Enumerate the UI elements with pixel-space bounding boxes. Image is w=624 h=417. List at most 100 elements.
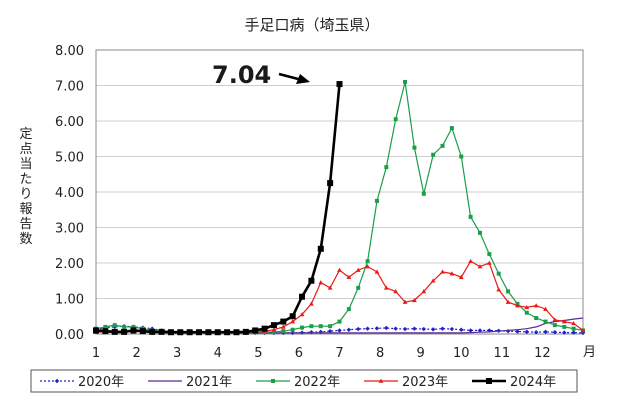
data-point [281, 329, 286, 334]
legend-item: 2023年 [364, 375, 448, 390]
legend-label: 2022年 [294, 375, 340, 390]
data-point [374, 326, 380, 331]
data-point [477, 230, 482, 235]
data-point [515, 303, 520, 308]
legend-label: 2023年 [402, 375, 448, 390]
data-point [533, 330, 539, 335]
chart-title: 手足口病（埼玉県） [244, 16, 379, 34]
data-point [233, 329, 240, 336]
y-axis-label-char: 報 [19, 202, 32, 217]
series-lines [93, 79, 586, 336]
data-point [412, 297, 417, 303]
data-point [571, 320, 577, 326]
x-tick-label: 2 [132, 346, 140, 361]
data-point [103, 324, 108, 329]
data-point [468, 328, 473, 333]
data-point [365, 259, 370, 264]
data-point [365, 264, 370, 269]
series-line [95, 81, 584, 334]
y-tick-label: 6.00 [55, 115, 84, 130]
y-tick-label: 0.00 [55, 328, 84, 343]
peak-annotation: 7.04 [212, 61, 310, 89]
data-point [486, 378, 492, 384]
data-point [506, 289, 511, 294]
data-point [430, 278, 436, 283]
x-tick-label: 1 [92, 346, 100, 361]
x-tick-label: 3 [173, 346, 181, 361]
data-point [346, 274, 352, 279]
data-point [449, 326, 455, 332]
data-point [543, 306, 548, 311]
data-point [383, 285, 389, 290]
x-tick-labels: 1 2 3 4 5 6 7 8 9 10 11 12 [92, 346, 551, 361]
data-point [327, 328, 333, 334]
data-point [571, 326, 576, 331]
data-point [459, 327, 464, 332]
data-point [300, 325, 305, 330]
data-point [440, 326, 445, 331]
data-point [328, 324, 333, 329]
legend-label: 2020年 [78, 375, 124, 390]
data-point [505, 299, 511, 304]
data-point [355, 267, 361, 272]
x-axis-unit: 月 [583, 345, 596, 360]
data-point [431, 152, 436, 157]
data-point [131, 324, 136, 329]
legend-item: 2024年 [472, 375, 556, 390]
data-point [468, 258, 474, 264]
data-point [561, 319, 567, 324]
data-point [271, 379, 275, 383]
peak-annotation-label: 7.04 [212, 61, 271, 89]
legend-item: 2020年 [40, 375, 124, 390]
peak-annotation-arrowhead [296, 74, 310, 84]
data-point [299, 312, 305, 317]
x-tick-label: 7 [335, 346, 343, 361]
data-point [111, 328, 118, 335]
data-point [562, 330, 567, 335]
data-point [421, 289, 427, 294]
legend-label: 2021年 [186, 375, 232, 390]
y-tick-label: 4.00 [55, 186, 84, 201]
data-point [327, 285, 333, 290]
data-point [54, 378, 60, 384]
legend: 2020年 2021年 2022年 2023年 2024年 [30, 369, 578, 393]
y-axis-label-char: た [19, 172, 32, 187]
y-axis-label-char: 当 [19, 157, 32, 172]
data-point [421, 191, 426, 196]
data-point [421, 326, 426, 332]
y-axis-label-char: り [19, 187, 32, 202]
data-point [308, 277, 315, 284]
data-point [242, 328, 249, 335]
data-point [580, 328, 586, 333]
legend-box [30, 369, 578, 393]
data-point [299, 293, 306, 300]
data-point [477, 264, 483, 269]
data-point [552, 330, 558, 335]
data-point [186, 329, 193, 336]
data-point [458, 274, 464, 279]
data-point [214, 329, 221, 336]
y-axis-label-char: 点 [19, 142, 32, 157]
data-point [102, 328, 109, 335]
y-axis-label-char: 数 [19, 232, 32, 247]
series-2024年 [93, 81, 343, 336]
data-point [318, 280, 324, 285]
data-point [196, 329, 203, 336]
data-point [271, 329, 276, 334]
data-point [346, 327, 352, 332]
data-point [271, 327, 277, 332]
data-point [317, 245, 324, 252]
data-point [534, 316, 539, 321]
data-point [440, 143, 445, 148]
data-point [356, 285, 361, 290]
x-tick-label: 5 [254, 346, 262, 361]
data-point [477, 328, 483, 333]
data-point [280, 324, 286, 329]
data-point [440, 269, 445, 274]
y-tick-labels: 0.00 1.00 2.00 3.00 4.00 5.00 6.00 7.00 8.00 [55, 44, 84, 343]
data-point [378, 378, 384, 383]
data-point [309, 324, 314, 329]
data-point [365, 326, 370, 331]
data-point [139, 328, 146, 335]
